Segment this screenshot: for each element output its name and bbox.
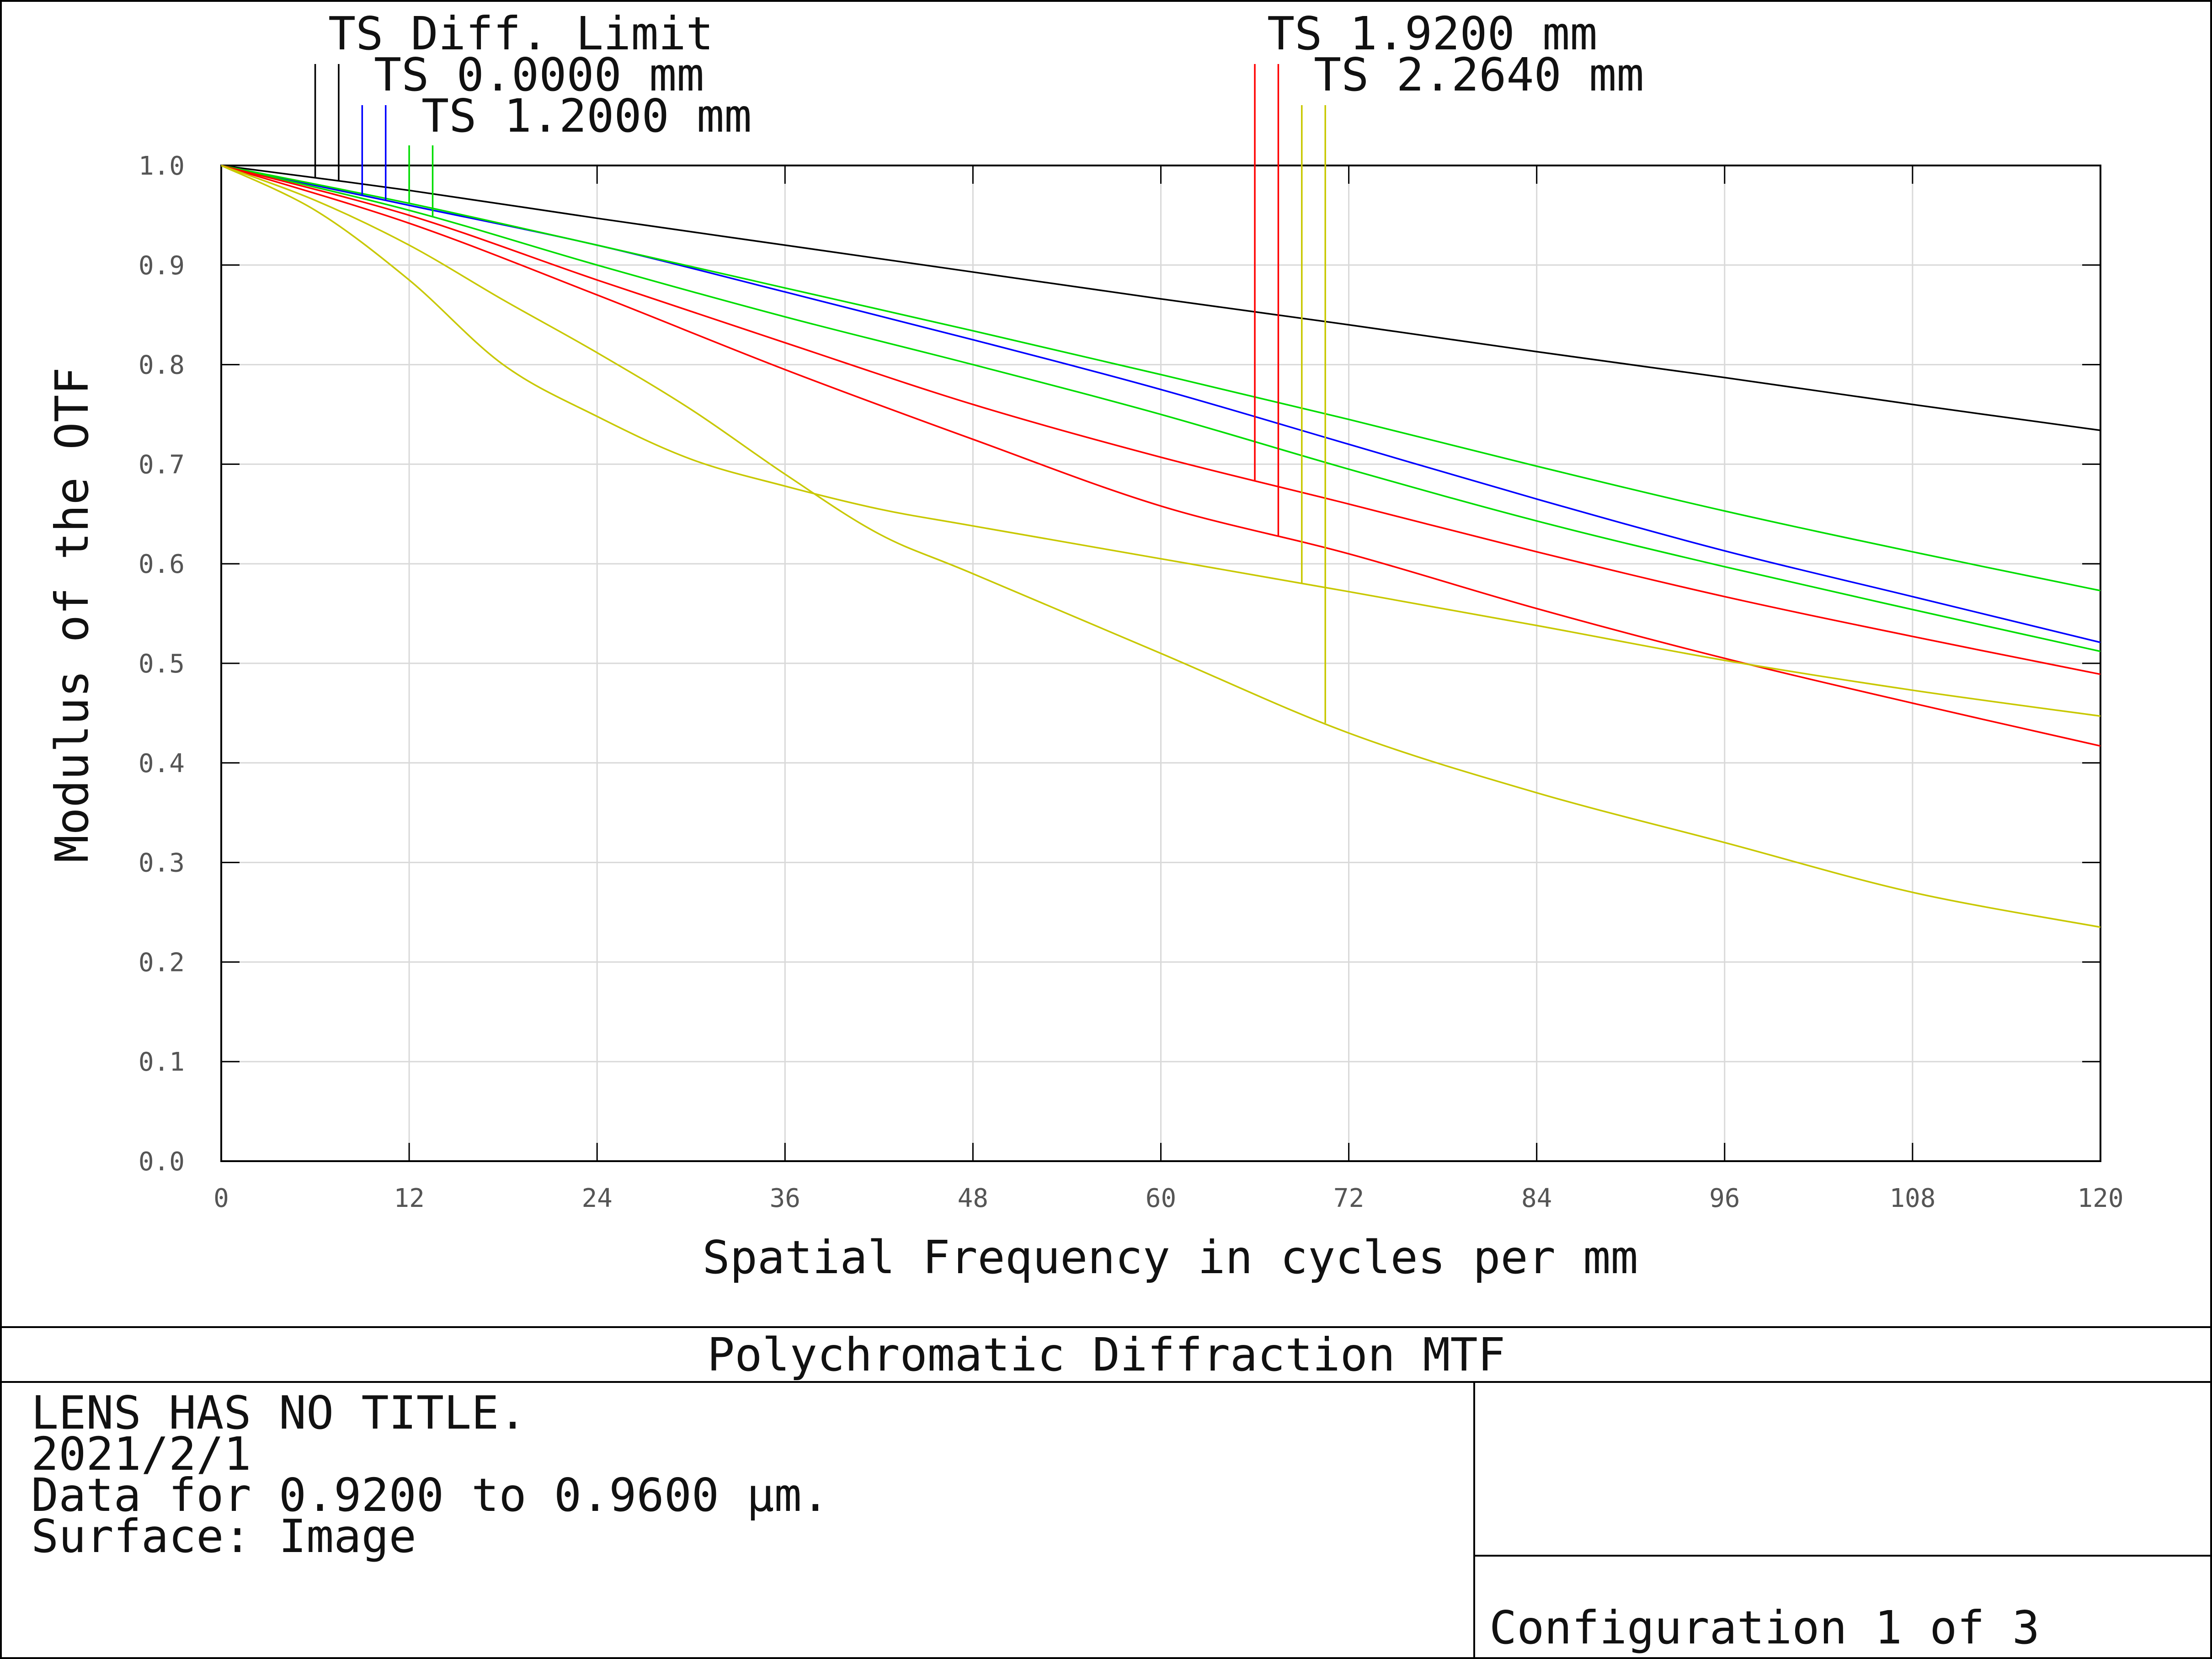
y-tick-label: 0.3: [139, 848, 185, 878]
x-tick-label: 60: [1146, 1184, 1176, 1213]
surface-line: Surface: Image: [31, 1510, 416, 1563]
legend-label: TS 0.0000 mm: [374, 48, 704, 101]
x-tick-label: 96: [1709, 1184, 1740, 1213]
y-tick-label: 0.0: [139, 1147, 185, 1177]
configuration-label: Configuration 1 of 3: [1489, 1601, 2040, 1654]
y-tick-label: 0.7: [139, 450, 185, 480]
y-tick-label: 0.1: [139, 1047, 185, 1077]
x-axis-label: Spatial Frequency in cycles per mm: [703, 1231, 1638, 1284]
x-tick-label: 108: [1889, 1184, 1935, 1213]
y-tick-label: 0.6: [139, 549, 185, 579]
footer-panel: Polychromatic Diffraction MTF LENS HAS N…: [0, 1326, 2212, 1659]
mtf-plot: 0 12 24 36 48 60 72 84 96 108 120 0.00.10.20.30.40…: [45, 7, 2124, 1284]
mtf-curve-3: [221, 165, 2101, 592]
mtf-curve-6: [221, 165, 2101, 747]
mtf-curve-4: [221, 165, 2101, 652]
lens-title-line: LENS HAS NO TITLE.: [31, 1386, 527, 1440]
mtf-curve-5: [221, 165, 2101, 675]
x-tick-label: 48: [958, 1184, 988, 1213]
legend-label: TS 1.9200 mm: [1267, 7, 1597, 60]
x-tick-label: 0: [213, 1184, 229, 1213]
mtf-series: [221, 165, 2101, 928]
y-tick-label: 0.2: [139, 948, 185, 977]
y-tick-label: 0.4: [139, 749, 185, 779]
x-tick-label: 12: [394, 1184, 424, 1213]
y-tick-label: 0.8: [139, 351, 185, 380]
x-tick-label: 36: [770, 1184, 800, 1213]
wavelength-line: Data for 0.9200 to 0.9600 µm.: [31, 1468, 829, 1522]
y-tick-label: 1.0: [139, 151, 185, 181]
x-tick-label: 24: [581, 1184, 612, 1213]
y-axis-ticks: 0.0 0.1 0.2 0.3 0.4 0.5 0.6 0.7 0.8 0.9 1.0: [139, 151, 2100, 1177]
mtf-curve-1: [221, 165, 2101, 432]
date-line: 2021/2/1: [31, 1427, 251, 1481]
mtf-curve-8: [221, 165, 2101, 928]
x-tick-label: 72: [1333, 1184, 1364, 1213]
y-tick-label: 0.5: [139, 649, 185, 679]
y-tick-label: 0.9: [139, 251, 185, 281]
legend-label: TS 1.2000 mm: [421, 89, 752, 143]
x-axis-ticks: 0 12 24 36 48 60 72 84 96 108 120: [213, 165, 2124, 1213]
legend-label: TS Diff. Limit: [328, 7, 714, 60]
y-axis-label: Modulus of the OTF: [45, 367, 99, 863]
x-tick-label: 84: [1521, 1184, 1552, 1213]
legend-label: TS 2.2640 mm: [1314, 48, 1644, 101]
chart-title: Polychromatic Diffraction MTF: [707, 1328, 1505, 1382]
x-tick-label: 120: [2077, 1184, 2123, 1213]
mtf-curve-7: [221, 165, 2101, 717]
